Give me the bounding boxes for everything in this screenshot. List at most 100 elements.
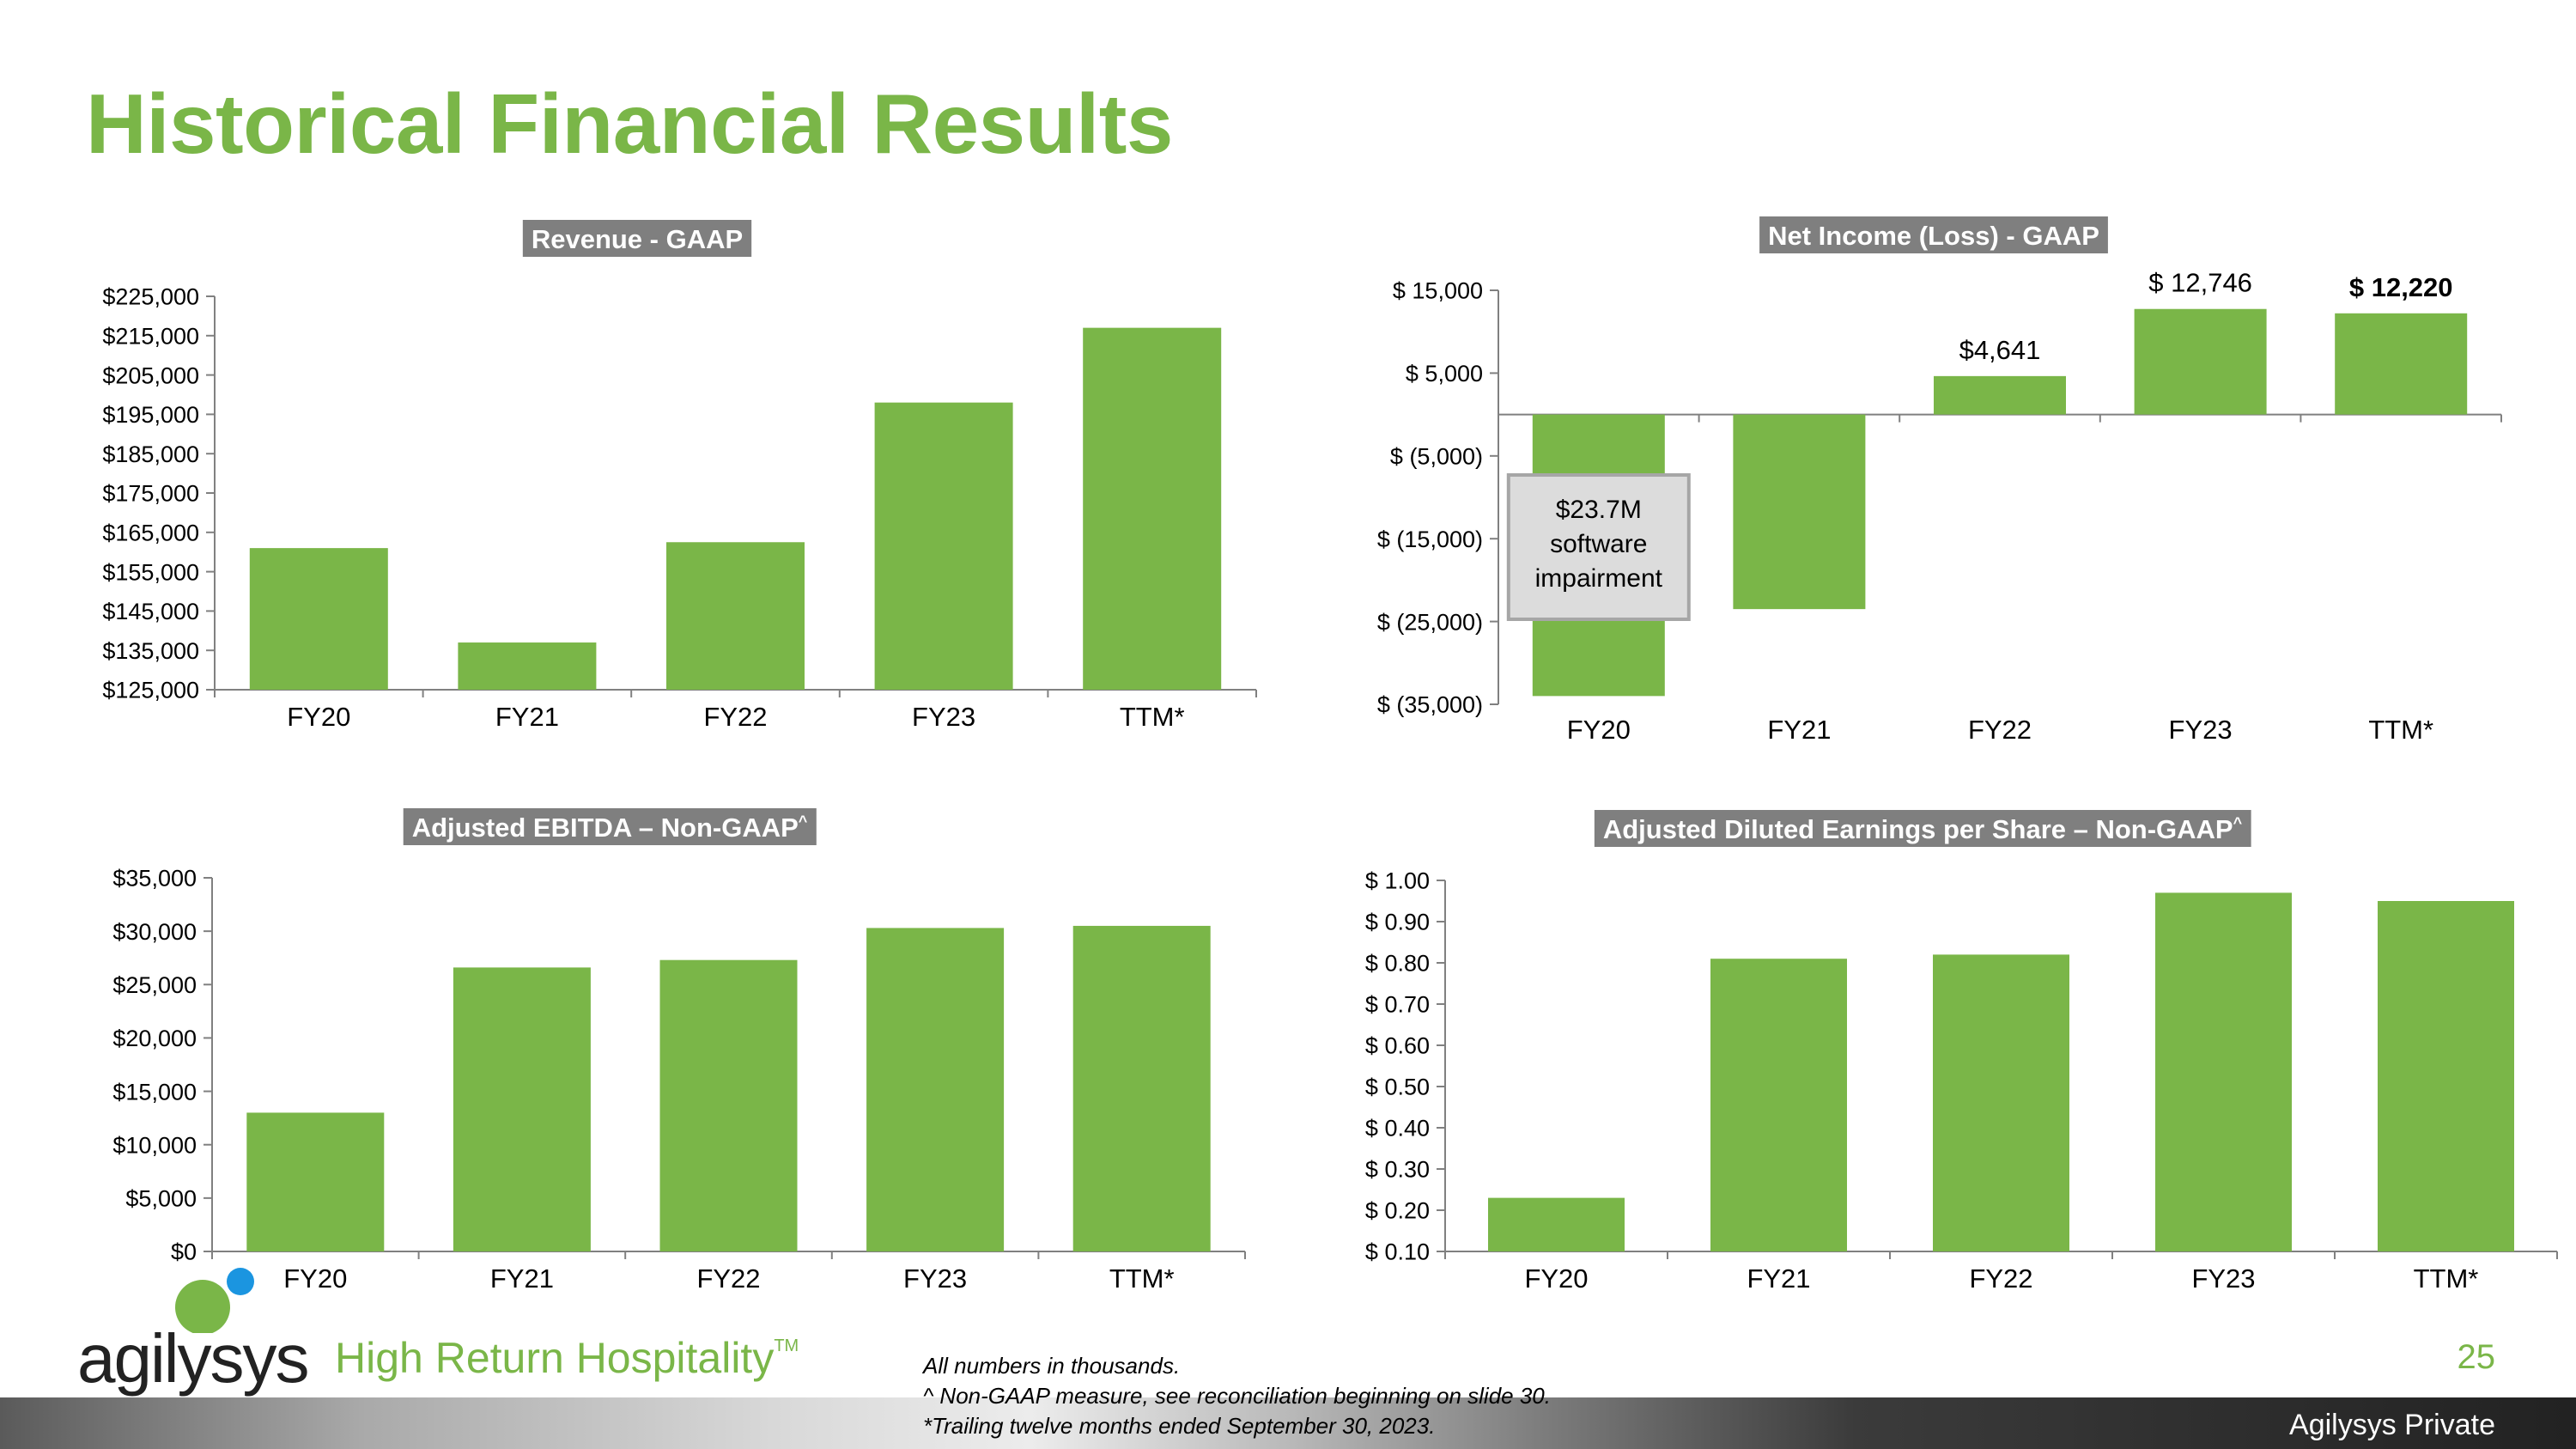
y-tick-label: $155,000 (102, 559, 199, 585)
chart-title-mark: ^ (2233, 814, 2243, 831)
callout-text: $23.7M (1556, 496, 1642, 524)
y-tick-label: $ (35,000) (1377, 692, 1483, 718)
bar-fy23 (874, 402, 1013, 690)
y-tick-label: $25,000 (112, 972, 197, 998)
y-tick-label: $ 0.60 (1365, 1033, 1430, 1059)
y-tick-label: $185,000 (102, 441, 199, 467)
bar-fy23 (2155, 892, 2292, 1251)
y-tick-label: $225,000 (102, 284, 199, 310)
chart-title: Adjusted EBITDA – Non-GAAP^ (403, 808, 817, 845)
y-tick-label: $ (15,000) (1377, 527, 1483, 552)
x-tick-label: FY20 (1567, 715, 1631, 745)
x-tick-label: TTM* (1109, 1263, 1175, 1294)
x-tick-label: FY22 (696, 1263, 760, 1294)
bar-fy22 (1933, 954, 2069, 1251)
x-tick-label: FY23 (912, 702, 975, 732)
footnotes: All numbers in thousands. ^ Non-GAAP mea… (923, 1351, 1782, 1441)
logo-wordmark: agilysys (77, 1320, 310, 1397)
x-tick-label: FY23 (903, 1263, 967, 1294)
chart-title-mark: ^ (799, 813, 808, 830)
chart-title-background (1594, 810, 2251, 847)
bar-fy20 (1488, 1197, 1625, 1251)
y-tick-label: $215,000 (102, 324, 199, 350)
x-tick-label: FY20 (287, 702, 350, 732)
callout-box (1506, 473, 1691, 621)
footer-bar (0, 1397, 2576, 1449)
data-label: $4,641 (1959, 335, 2041, 365)
page-number: 25 (2457, 1338, 2496, 1376)
footnote-thousands: All numbers in thousands. (923, 1353, 1181, 1379)
y-tick-label: $ 0.30 (1365, 1157, 1430, 1183)
y-tick-label: $5,000 (125, 1186, 197, 1212)
y-tick-label: $10,000 (112, 1132, 197, 1158)
bar-ttm (1072, 925, 1211, 1251)
chart-title-text: Adjusted EBITDA – Non-GAAP^ (412, 813, 808, 843)
y-tick-label: $ (25,000) (1377, 609, 1483, 635)
footnote-ttm: *Trailing twelve months ended September … (923, 1413, 1436, 1439)
chart-title-background (1759, 216, 2108, 253)
bar-fy22 (659, 959, 798, 1251)
y-tick-label: $125,000 (102, 678, 199, 703)
y-tick-label: $145,000 (102, 599, 199, 624)
x-tick-label: FY23 (2169, 715, 2233, 745)
classification-label: Agilysys Private (2289, 1409, 2495, 1441)
x-tick-label: FY22 (703, 702, 767, 732)
y-tick-label: $135,000 (102, 638, 199, 664)
agilysys-logo: agilysys High Return HospitalityTM (77, 1264, 850, 1397)
y-tick-label: $165,000 (102, 521, 199, 546)
chart-title: Revenue - GAAP (522, 220, 752, 257)
page-title: Historical Financial Results (86, 76, 1173, 171)
chart-title-text: Adjusted Diluted Earnings per Share – No… (1603, 814, 2243, 844)
x-tick-label: FY21 (495, 702, 559, 732)
y-tick-label: $ 0.80 (1365, 951, 1430, 977)
y-tick-label: $ 0.40 (1365, 1116, 1430, 1142)
footnote-non-gaap: ^ Non-GAAP measure, see reconciliation b… (923, 1383, 1551, 1409)
x-tick-label: FY21 (1747, 1263, 1810, 1294)
chart-title-background (522, 220, 752, 257)
x-tick-label: TTM* (2368, 715, 2433, 745)
x-tick-label: TTM* (1120, 702, 1185, 732)
net-income-chart: Net Income (Loss) - GAAP $ (35,000) $ (25,… (1377, 216, 2502, 745)
chart-title-text: Net Income (Loss) - GAAP (1768, 221, 2099, 251)
y-tick-label: $20,000 (112, 1026, 197, 1051)
bar-fy20 (246, 1112, 385, 1251)
y-tick-label: $ 0.10 (1365, 1239, 1430, 1265)
y-tick-label: $ 1.00 (1365, 868, 1430, 894)
bar-fy21 (453, 967, 591, 1251)
y-tick-label: $ 0.90 (1365, 910, 1430, 935)
x-tick-label: FY22 (1968, 715, 2032, 745)
bar-fy22 (666, 542, 805, 690)
y-tick-label: $ (5,000) (1390, 444, 1483, 470)
y-tick-label: $15,000 (112, 1079, 197, 1105)
bar-ttm (2378, 901, 2514, 1251)
x-tick-label: FY22 (1969, 1263, 2032, 1294)
bar-ttm (1083, 327, 1222, 690)
x-tick-label: FY20 (1524, 1263, 1588, 1294)
bar-fy23 (2134, 308, 2267, 415)
y-tick-label: $195,000 (102, 402, 199, 428)
y-tick-label: $ 0.20 (1365, 1198, 1430, 1224)
data-label: $ 12,746 (2148, 268, 2252, 298)
adjusted-ebitda-chart: Adjusted EBITDA – Non-GAAP^ $0 $5,000 $10,0… (112, 808, 1246, 1294)
data-label: $ 12,220 (2349, 272, 2453, 302)
y-tick-label: $205,000 (102, 362, 199, 388)
x-tick-label: FY23 (2191, 1263, 2255, 1294)
chart-title-text: Revenue - GAAP (532, 224, 743, 254)
logo-tagline-text: High Return Hospitality (335, 1334, 775, 1382)
logo-tagline: High Return HospitalityTM (335, 1333, 799, 1383)
trademark-mark: TM (774, 1336, 799, 1355)
y-tick-label: $ 15,000 (1393, 278, 1483, 304)
logo-dots-icon (175, 1268, 254, 1333)
x-tick-label: TTM* (2414, 1263, 2479, 1294)
y-tick-label: $175,000 (102, 481, 199, 507)
y-tick-label: $ 0.70 (1365, 992, 1430, 1018)
y-tick-label: $0 (171, 1239, 197, 1265)
bar-fy21 (458, 642, 597, 690)
x-tick-label: FY20 (283, 1263, 347, 1294)
y-tick-label: $30,000 (112, 919, 197, 945)
chart-title: Adjusted Diluted Earnings per Share – No… (1594, 810, 2251, 847)
bar-fy20 (249, 548, 388, 690)
bar-fy21 (1733, 414, 1866, 610)
revenue-chart: Revenue - GAAP $125,000 $135,000 $145,000 $1… (102, 220, 1257, 732)
bar-ttm (2335, 313, 2468, 415)
